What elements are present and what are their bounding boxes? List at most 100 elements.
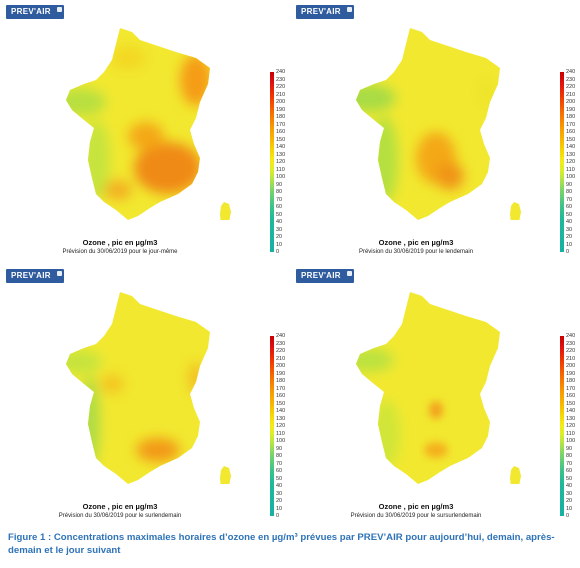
scale-tick-label: 10 [276,505,283,512]
scale-tick-label: 130 [566,415,576,422]
scale-tick-label: 170 [566,385,576,392]
prevair-logo: PREV'AIR [296,5,354,19]
scale-tick-label: 200 [276,363,286,369]
scale-tick-label: 130 [276,151,286,158]
scale-tick-label: 20 [276,498,283,504]
scale-tick-label: 40 [566,219,573,225]
scale-tick-label: 150 [566,400,576,407]
scale-tick-label: 240 [566,333,576,339]
map-title: Ozone , pic en µg/m3 [82,502,158,511]
scale-tick-label: 220 [276,348,286,354]
scale-tick-label: 200 [276,99,286,105]
map-title: Ozone , pic en µg/m3 [378,502,454,511]
scale-tick-label: 210 [566,355,576,362]
prevair-logo: PREV'AIR [6,269,64,283]
scale-tick-label: 60 [566,468,573,474]
france-ozone-map [0,274,290,484]
map-subtitle: Prévision du 30/06/2019 pour le lendemai… [358,249,474,255]
scale-tick-label: 50 [276,211,283,218]
scale-tick-label: 80 [566,189,573,195]
scale-tick-label: 180 [566,378,576,384]
france-ozone-map [290,274,580,484]
scale-tick-label: 70 [276,196,283,203]
ozone-color-scale: 240 230 220 210 200 190 180 170 160 150 140 130 120 1… [270,333,288,520]
scale-tick-label: 10 [566,505,573,512]
scale-tick-label: 150 [566,136,576,143]
scale-tick-label: 190 [276,106,286,113]
scale-tick-label: 230 [566,340,576,347]
map-subtitle: Prévision du 30/06/2019 pour le sursurle… [350,513,482,519]
scale-tick-label: 0 [566,249,570,255]
scale-tick-label: 30 [566,226,573,233]
map-panel-today: PREV'AIR 240 230 220 210 200 190 180 170 160 150 1… [0,0,290,262]
scale-tick-label: 180 [566,114,576,120]
scale-tick-label: 210 [276,91,286,98]
france-ozone-map [0,10,290,220]
scale-tick-label: 170 [276,121,286,128]
scale-tick-label: 110 [276,430,285,437]
scale-tick-label: 20 [566,234,573,240]
scale-tick-label: 90 [566,445,573,452]
scale-tick-label: 220 [566,348,576,354]
scale-tick-label: 200 [566,99,576,105]
map-panel-following-day: PREV'AIR 240 230 220 210 200 190 180 170 160 150 1… [290,264,580,526]
scale-tick-label: 240 [276,69,286,75]
scale-tick-label: 230 [276,76,286,83]
scale-tick-label: 0 [566,513,570,519]
ozone-color-scale: 240 230 220 210 200 190 180 170 160 150 140 130 120 1… [270,69,288,256]
figure-caption: Figure 1 : Concentrations maximales hora… [8,532,555,556]
scale-tick-label: 210 [276,355,286,362]
scale-tick-label: 100 [566,438,576,444]
scale-tick-label: 230 [276,340,286,347]
map-title: Ozone , pic en µg/m3 [82,238,158,247]
color-scale-bar [270,72,274,252]
scale-tick-label: 190 [276,370,286,377]
scale-tick-label: 30 [566,490,573,497]
scale-tick-label: 190 [566,370,576,377]
scale-tick-label: 200 [566,363,576,369]
scale-tick-label: 20 [566,498,573,504]
scale-tick-label: 140 [276,144,286,150]
scale-tick-label: 0 [276,249,280,255]
scale-tick-label: 10 [276,241,283,248]
scale-tick-label: 160 [566,393,576,399]
scale-tick-label: 160 [566,129,576,135]
scale-tick-label: 60 [276,468,283,474]
scale-tick-label: 240 [566,69,576,75]
scale-tick-label: 140 [276,408,286,414]
scale-tick-label: 170 [566,121,576,128]
map-title: Ozone , pic en µg/m3 [378,238,454,247]
scale-tick-label: 220 [566,84,576,90]
scale-tick-label: 40 [276,483,283,489]
scale-tick-label: 120 [566,159,576,165]
scale-tick-label: 60 [276,204,283,210]
scale-tick-label: 100 [276,438,286,444]
scale-tick-label: 70 [566,460,573,467]
scale-tick-label: 130 [276,415,286,422]
scale-tick-label: 190 [566,106,576,113]
scale-tick-label: 150 [276,400,286,407]
prevair-logo: PREV'AIR [6,5,64,19]
scale-tick-label: 110 [566,430,575,437]
prevair-logo: PREV'AIR [296,269,354,283]
scale-tick-label: 30 [276,226,283,233]
color-scale-bar [560,72,564,252]
scale-tick-label: 60 [566,204,573,210]
scale-tick-label: 100 [566,174,576,180]
color-scale-bar [270,336,274,516]
scale-tick-label: 80 [566,453,573,459]
scale-tick-label: 110 [276,166,285,173]
scale-tick-label: 180 [276,114,286,120]
scale-tick-label: 20 [276,234,283,240]
scale-tick-label: 220 [276,84,286,90]
scale-tick-label: 230 [566,76,576,83]
scale-tick-label: 150 [276,136,286,143]
scale-tick-label: 0 [276,513,280,519]
scale-tick-label: 100 [276,174,286,180]
map-subtitle: Prévision du 30/06/2019 pour le jour-mêm… [62,249,178,255]
scale-tick-label: 70 [566,196,573,203]
scale-tick-label: 70 [276,460,283,467]
scale-tick-label: 50 [566,211,573,218]
scale-tick-label: 10 [566,241,573,248]
france-ozone-map [290,10,580,220]
